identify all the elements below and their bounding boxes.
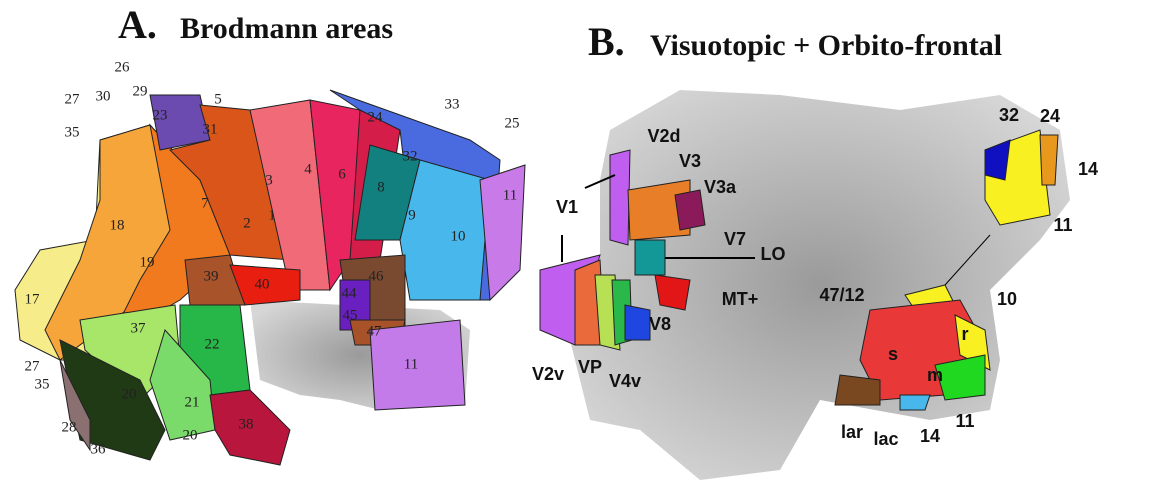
region-label: 6	[338, 166, 346, 182]
region-label: 32	[403, 148, 418, 164]
region-label: 20	[183, 427, 198, 443]
panel-letter: B.	[588, 19, 625, 64]
region-label: 27	[65, 91, 81, 107]
region-label: 27	[25, 358, 41, 374]
region-label: 33	[445, 96, 460, 112]
region-label: 38	[239, 416, 254, 432]
region-label: 19	[140, 254, 155, 270]
region-label: 4	[304, 161, 312, 177]
figure: A. Brodmann areas B. Visuotopic + Orbito…	[0, 0, 1149, 491]
region-label: 18	[110, 217, 125, 233]
region-label: 25	[505, 115, 520, 131]
region-label: 35	[35, 376, 50, 392]
region-label: 32	[999, 105, 1019, 125]
region-label: 11	[1053, 215, 1072, 235]
region-label: V4v	[609, 371, 641, 391]
region-label: 45	[343, 307, 358, 323]
region-label: 30	[96, 88, 111, 104]
region-label: V3	[679, 151, 701, 171]
region-label: 14	[1078, 159, 1098, 179]
region-label: 11	[503, 187, 517, 203]
region-label: 47	[367, 323, 383, 339]
panel-title: Visuotopic + Orbito-frontal	[650, 29, 1002, 62]
region-label: 1	[268, 207, 276, 223]
panel-letter: A.	[118, 2, 157, 47]
region-label: s	[888, 344, 898, 364]
brodmann-map	[15, 90, 525, 465]
visuotopic-map	[540, 90, 1070, 480]
panel-title: Brodmann areas	[180, 12, 393, 45]
region-label: 39	[204, 268, 219, 284]
region-label: 47/12	[819, 285, 864, 305]
region-label: 36	[91, 441, 107, 457]
region-label: m	[927, 365, 943, 385]
region-label: V3a	[704, 177, 737, 197]
region-label: lar	[841, 422, 863, 442]
region-label: 14	[920, 426, 940, 446]
region-label: 40	[255, 276, 270, 292]
region-label: 7	[201, 195, 209, 211]
region-label: V2d	[647, 126, 680, 146]
region-label: V8	[649, 314, 671, 334]
region-label: 24	[368, 109, 384, 125]
region-label: V7	[724, 229, 746, 249]
region-label: 9	[408, 207, 416, 223]
region-label: 2	[243, 215, 251, 231]
region-label: 31	[203, 121, 218, 137]
region-label: 23	[153, 107, 168, 123]
region-label: 26	[115, 59, 131, 75]
region-label: 8	[377, 179, 385, 195]
region-label: V2v	[532, 364, 564, 384]
region-label: V1	[556, 197, 578, 217]
region-label: 28	[62, 419, 77, 435]
region-label: 10	[451, 228, 466, 244]
region-label: 10	[997, 289, 1017, 309]
region-label: 44	[342, 285, 358, 301]
region-label: 29	[133, 83, 148, 99]
region-label: 22	[205, 336, 220, 352]
region-label: r	[961, 324, 968, 344]
region-label: lac	[873, 429, 898, 449]
region-label: MT+	[722, 289, 759, 309]
region-label: 11	[955, 411, 974, 431]
region-label: 3	[265, 172, 273, 188]
region-label: 5	[214, 91, 222, 107]
region-label: 11	[404, 356, 418, 372]
region-label: 20	[122, 386, 137, 402]
region-label: VP	[578, 357, 602, 377]
region-label: 37	[131, 320, 147, 336]
region-label: 17	[25, 291, 41, 307]
region-label: 35	[65, 124, 80, 140]
region-label: 21	[185, 394, 200, 410]
region-label: LO	[761, 244, 786, 264]
region-label: 24	[1040, 106, 1060, 126]
region-label: 46	[369, 268, 385, 284]
